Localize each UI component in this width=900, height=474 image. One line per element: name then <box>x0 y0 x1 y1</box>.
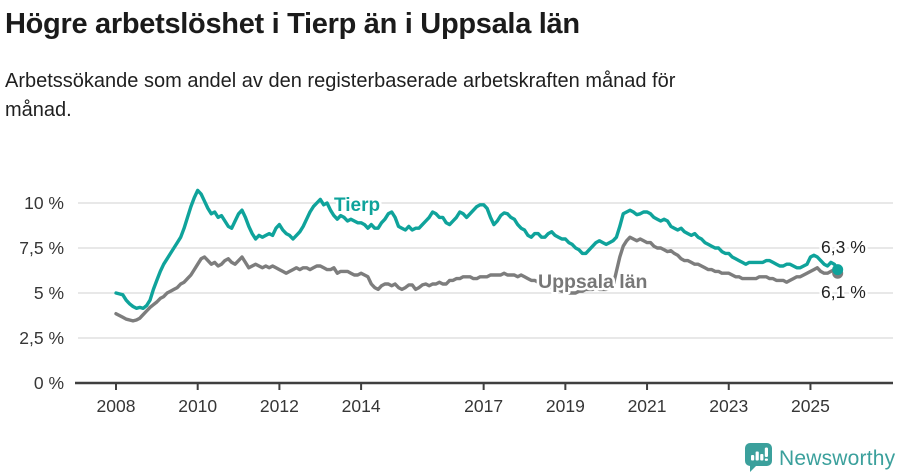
end-value-label-tierp: 6,3 % <box>821 237 866 257</box>
x-axis-tick-label: 2012 <box>260 396 299 416</box>
newsworthy-speech-bubble-bar-chart-icon <box>745 443 772 472</box>
chart-title: Högre arbetslöshet i Tierp än i Uppsala … <box>5 8 580 40</box>
y-axis-tick-label: 0 % <box>34 373 64 393</box>
series-line-uppsala <box>114 235 840 323</box>
newsworthy-logo-svg: Newsworthy <box>745 443 896 472</box>
x-axis-tick-label: 2025 <box>791 396 830 416</box>
x-axis-tick-label: 2017 <box>464 396 503 416</box>
newsworthy-logo: Newsworthy <box>744 441 896 472</box>
y-axis-tick-label: 7,5 % <box>19 238 64 258</box>
x-axis-tick-label: 2008 <box>97 396 136 416</box>
end-value-label-uppsala: 6,1 % <box>821 282 866 302</box>
x-axis-tick-label: 2019 <box>546 396 585 416</box>
y-axis-tick-label: 10 % <box>24 193 64 213</box>
chart-subtitle: Arbetssökande som andel av den registerb… <box>5 70 676 122</box>
x-axis-tick-label: 2023 <box>709 396 748 416</box>
chart-header: Högre arbetslöshet i Tierp än i Uppsala … <box>5 8 885 125</box>
series-line-tierp <box>114 188 840 310</box>
y-axis-tick-label: 5 % <box>34 283 64 303</box>
x-axis-tick-label: 2014 <box>342 396 381 416</box>
series-end-dot-tierp <box>832 264 844 276</box>
x-axis-tick-label: 2021 <box>628 396 667 416</box>
series-label-uppsala: Uppsala län <box>538 271 647 293</box>
series-label-tierp: Tierp <box>334 195 380 216</box>
newsworthy-logo-text: Newsworthy <box>779 447 896 470</box>
y-axis-tick-label: 2,5 % <box>19 328 64 348</box>
x-axis-tick-label: 2010 <box>178 396 217 416</box>
